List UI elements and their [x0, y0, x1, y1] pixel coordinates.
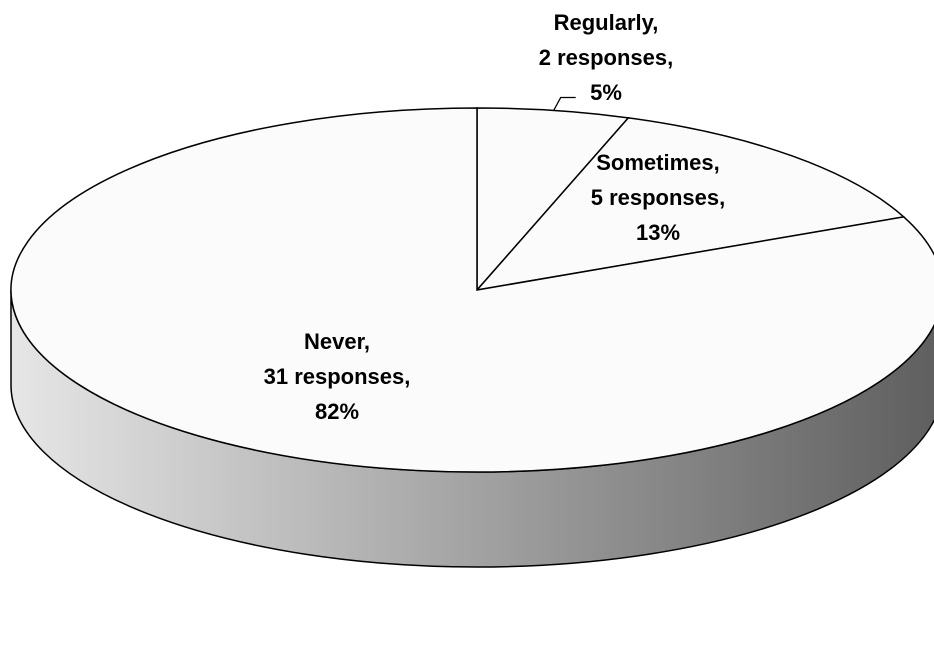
leader-line-regularly	[553, 96, 576, 111]
data-label-never: Never, 31 responses, 82%	[264, 329, 411, 424]
data-label-line: 5%	[590, 80, 622, 105]
data-label-line: 5 responses,	[591, 185, 726, 210]
data-label-line: 31 responses,	[264, 364, 411, 389]
pie-slice-never	[10, 107, 934, 473]
data-label-line: Regularly,	[554, 10, 659, 35]
data-label-sometimes: Sometimes, 5 responses, 13%	[591, 150, 726, 245]
pie-slice-sometimes	[475, 117, 906, 292]
pie-slice-regularly	[476, 107, 630, 292]
data-label-line: 13%	[636, 220, 680, 245]
data-label-line: Never,	[304, 329, 370, 354]
data-label-line: 82%	[315, 399, 359, 424]
data-label-line: Sometimes,	[596, 150, 720, 175]
leader-line-layer	[553, 96, 576, 111]
data-label-regularly: Regularly, 2 responses, 5%	[539, 10, 674, 105]
data-label-line: 2 responses,	[539, 45, 674, 70]
pie-slice-layer	[10, 107, 934, 473]
data-label-layer: Regularly, 2 responses, 5% Sometimes, 5 resp…	[264, 10, 726, 424]
